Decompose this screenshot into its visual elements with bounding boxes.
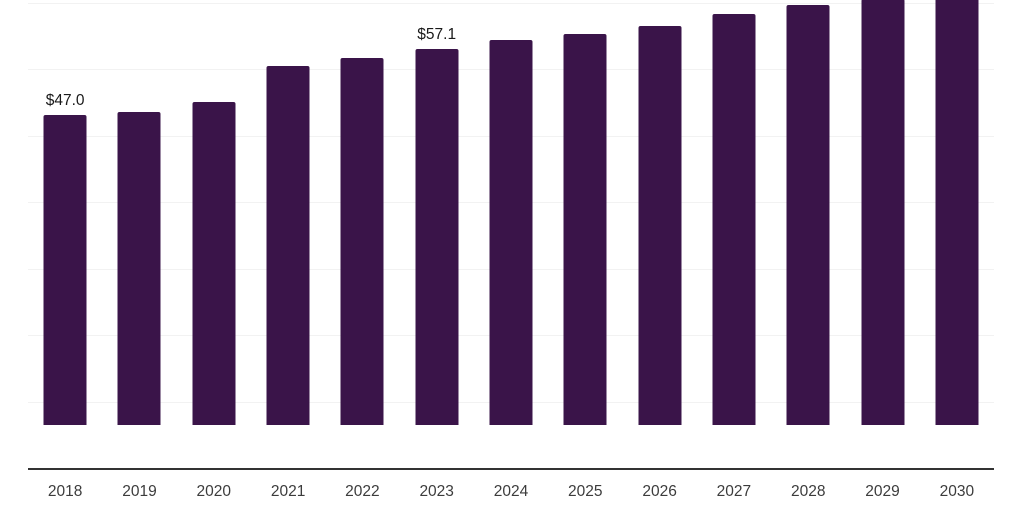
bar-group[interactable] [177,0,251,425]
bar-group[interactable] [845,0,919,425]
bar[interactable] [563,33,607,425]
x-axis-tick-label: 2022 [345,483,380,500]
x-axis-tick-label: 2024 [493,483,529,500]
bar[interactable] [117,112,161,425]
x-axis-tick-labels: 2018 2019 2020 2021 2022 2023 2024 2025 2026 2027… [0,481,1024,512]
bar-group[interactable] [622,0,696,425]
x-axis-tick-label: 2027 [716,483,752,500]
bar[interactable] [712,14,756,425]
bar[interactable] [192,102,236,425]
x-axis-tick-label: 2021 [270,483,306,500]
bar-group[interactable] [548,0,622,425]
x-axis-tick-label: 2018 [47,483,83,500]
bar[interactable] [935,0,979,425]
bar[interactable] [415,48,459,425]
x-axis-tick-label: 2030 [939,483,975,500]
bar[interactable] [861,0,905,425]
bar-group[interactable]: $57.1 [400,0,474,425]
x-axis-tick-label: 2028 [790,483,826,500]
bar-group[interactable] [251,0,325,425]
x-axis-tick-label: 2026 [642,483,677,500]
bar[interactable] [786,5,830,425]
plot-area: $47.0 $57.1 $66.3 [28,0,994,425]
bar-value-label: $57.1 [417,25,457,43]
bar[interactable] [638,25,682,425]
bar[interactable] [43,115,87,425]
x-axis-tick-label: 2025 [568,483,603,500]
x-axis-tick-label: 2023 [419,483,454,500]
bar-group[interactable] [325,0,399,425]
bar-group[interactable]: $47.0 [28,0,102,425]
bar-group[interactable] [771,0,845,425]
bar-value-label: $47.0 [45,92,85,110]
x-axis-line [28,468,994,470]
bar[interactable] [266,66,310,425]
bar-group[interactable]: $66.3 [920,0,994,425]
bar[interactable] [489,40,533,425]
bar-group[interactable] [474,0,548,425]
x-axis-tick-label: 2020 [196,483,231,500]
bar-group[interactable] [102,0,176,425]
bar[interactable] [340,58,384,425]
x-axis-tick-label: 2029 [865,483,900,500]
bar-group[interactable] [697,0,771,425]
x-axis-tick-label: 2019 [122,483,157,500]
